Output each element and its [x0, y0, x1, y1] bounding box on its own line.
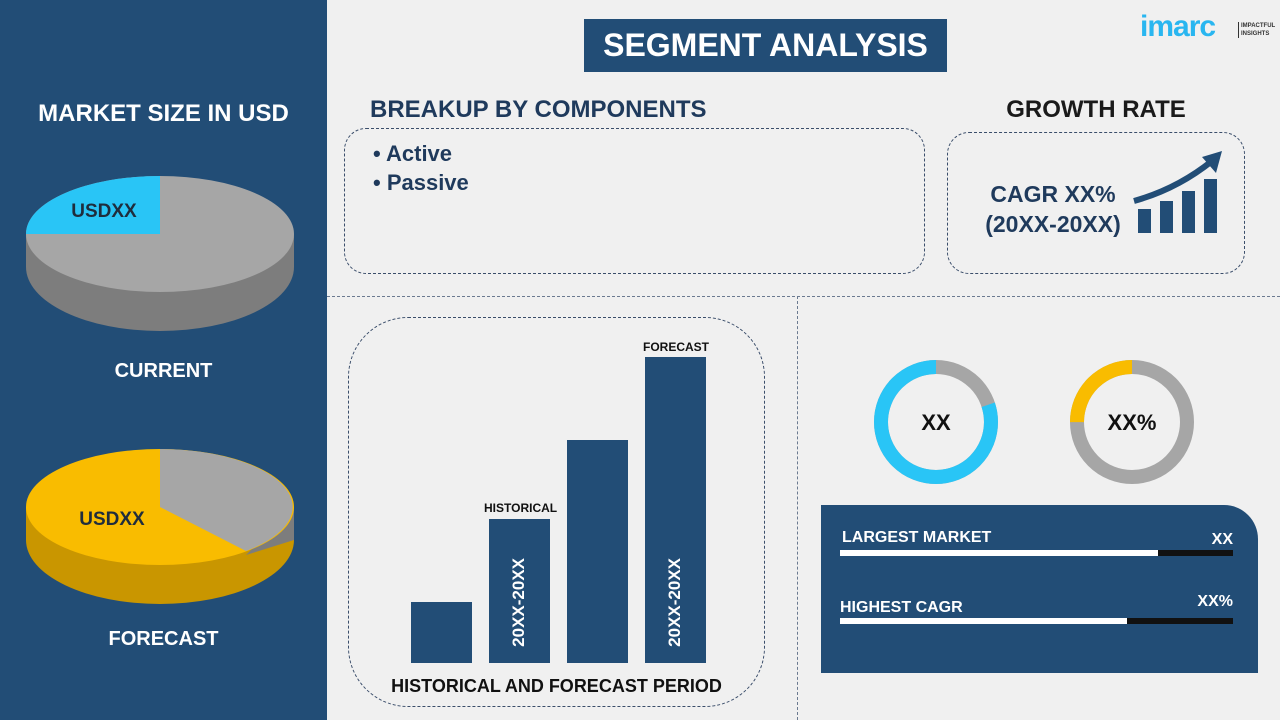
market-size-title: MARKET SIZE IN USD — [38, 100, 289, 127]
component-item-passive: • Passive — [373, 170, 469, 195]
highest-cagr-bar — [840, 618, 1233, 624]
forecast-period-label: 20XX-20XX — [664, 558, 684, 647]
bar-1 — [411, 601, 472, 663]
largest-market-value: XX — [1211, 531, 1233, 548]
forecast-pie-chart: USDXX — [26, 449, 294, 604]
historical-label: HISTORICAL — [484, 501, 558, 515]
bar-chart-box — [348, 317, 765, 707]
forecast-bar-label: FORECAST — [643, 340, 709, 354]
highest-cagr-value: XX% — [1197, 593, 1233, 610]
highest-cagr-label: HIGHEST CAGR — [840, 599, 963, 616]
donut-label: XX — [921, 410, 951, 435]
pie-current-slice — [26, 176, 160, 234]
bar-chart-title: HISTORICAL AND FORECAST PERIOD — [391, 676, 722, 696]
current-pie-chart: USDXX — [26, 176, 294, 331]
components-box: • Active • Passive — [344, 128, 925, 274]
pie-rest-slice — [160, 449, 293, 551]
horizontal-divider — [327, 296, 1280, 297]
vertical-divider — [797, 296, 798, 720]
donut-value-arc — [874, 360, 998, 484]
logo-tagline: IMPACTFUL INSIGHTS — [1238, 22, 1280, 38]
growth-title: GROWTH RATE — [1006, 96, 1186, 123]
largest-market-bar — [840, 550, 1233, 556]
current-label: CURRENT — [114, 360, 213, 382]
cagr-period: (20XX-20XX) — [985, 211, 1121, 237]
donut-label: XX% — [1108, 410, 1157, 435]
logo-text: imarc — [1140, 10, 1216, 43]
largest-market-label: LARGEST MARKET — [842, 529, 992, 546]
market-size-panel: MARKET SIZE IN USD USDXX CURRENT USDXX F… — [0, 0, 327, 720]
bar-3 — [567, 439, 628, 663]
growth-chart-arrow-icon — [1133, 151, 1222, 233]
current-value: USDXX — [71, 201, 137, 222]
stats-panel: LARGEST MARKET XX HIGHEST CAGR XX% — [821, 505, 1258, 673]
imarc-logo: imarc IMPACTFUL INSIGHTS — [1140, 10, 1275, 44]
components-list: • Active • Passive — [373, 139, 469, 197]
bar-2: 20XX-20XX — [489, 519, 550, 663]
forecast-label: FORECAST — [108, 628, 219, 650]
forecast-value: USDXX — [79, 509, 145, 530]
component-item-active: • Active — [373, 141, 453, 166]
bar-4: 20XX-20XX — [645, 357, 706, 663]
growth-box: CAGR XX% (20XX-20XX) — [947, 132, 1245, 274]
historical-period-label: 20XX-20XX — [508, 558, 528, 647]
donut-value-arc — [1070, 360, 1194, 484]
donut-charts: XX XX% — [874, 360, 1194, 484]
page-title: SEGMENT ANALYSIS — [584, 19, 947, 72]
cagr-value: CAGR XX% — [990, 181, 1116, 207]
components-title: BREAKUP BY COMPONENTS — [370, 96, 707, 123]
